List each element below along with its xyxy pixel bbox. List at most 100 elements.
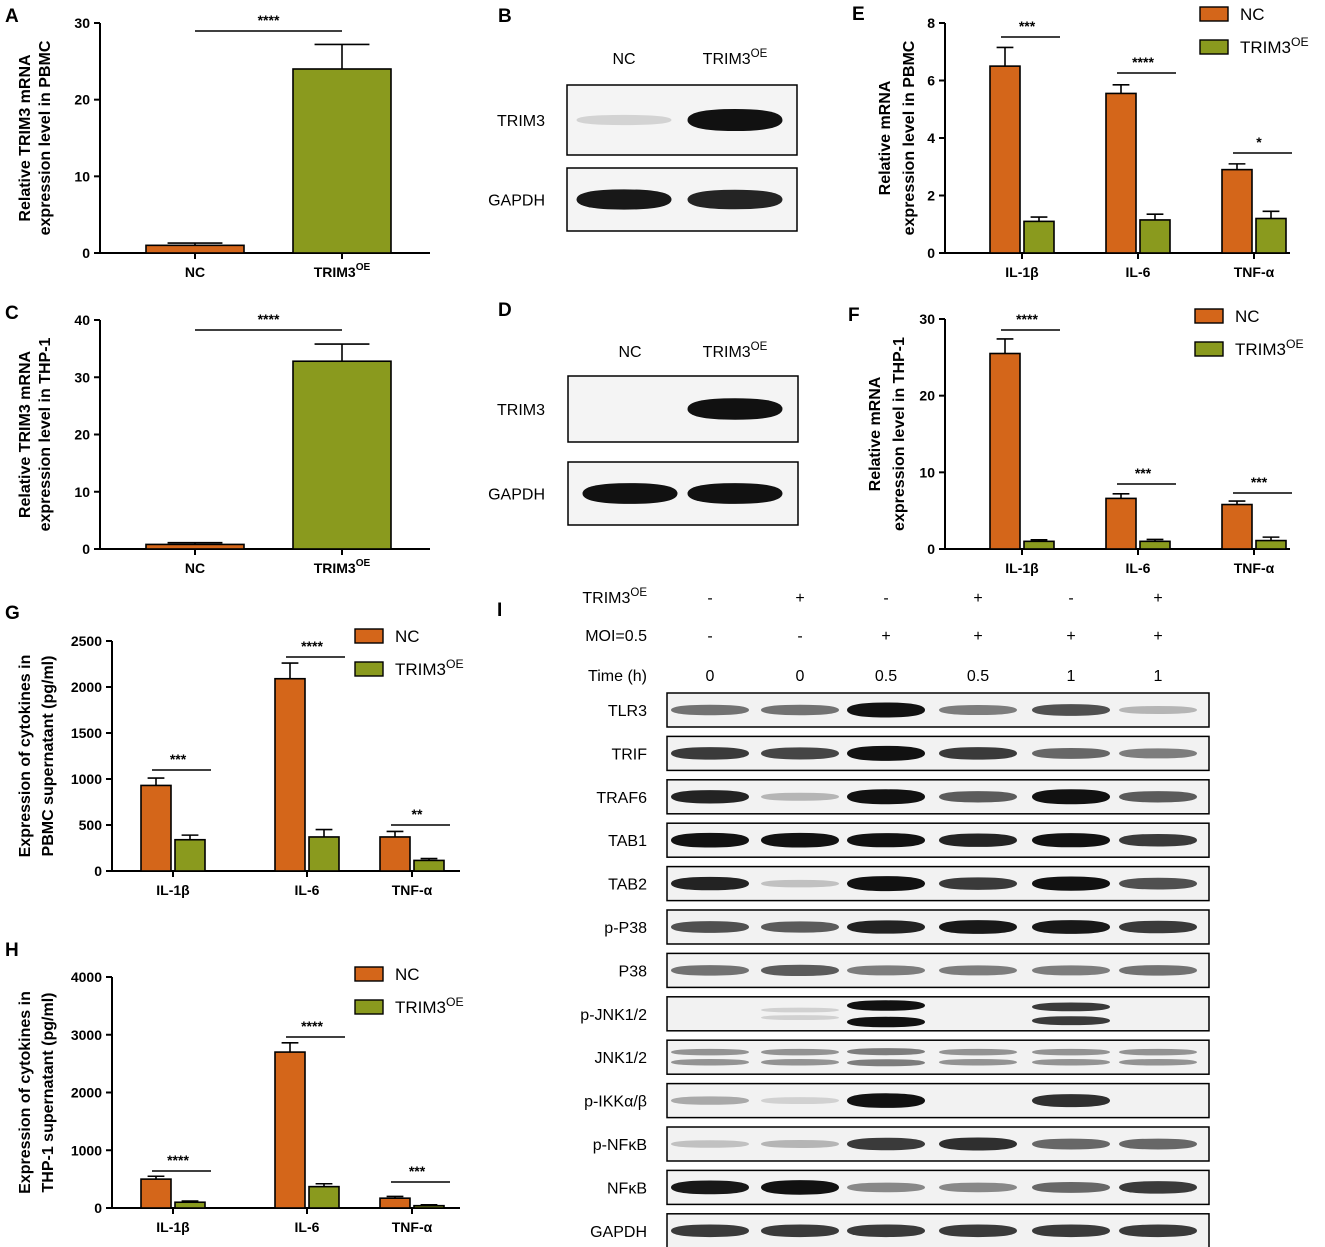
blot-band bbox=[761, 1015, 839, 1021]
blot-strip bbox=[666, 735, 1210, 772]
blot-band bbox=[1032, 789, 1110, 805]
y-tick-label: 2500 bbox=[71, 633, 102, 649]
panel-label: D bbox=[498, 300, 512, 321]
y-tick-label: 20 bbox=[74, 92, 90, 108]
condition-value: - bbox=[1068, 590, 1073, 607]
y-tick-label: 8 bbox=[927, 15, 935, 31]
blot-band bbox=[847, 1224, 925, 1238]
condition-value: + bbox=[973, 590, 982, 607]
blot-row-label: TLR3 bbox=[608, 703, 647, 720]
blot-band bbox=[1032, 1094, 1110, 1108]
legend-label: TRIM3OE bbox=[1235, 337, 1304, 359]
x-tick-label: IL-6 bbox=[1126, 560, 1151, 576]
legend-label: TRIM3OE bbox=[395, 995, 464, 1017]
y-axis-label: expression level in PBMC bbox=[901, 40, 918, 235]
y-axis-label: expression level in THP-1 bbox=[891, 337, 908, 531]
blot-band bbox=[761, 921, 839, 933]
blot-band bbox=[847, 965, 925, 976]
blot-row-label: GAPDH bbox=[590, 1224, 647, 1241]
legend-label: NC bbox=[395, 965, 420, 984]
panel-label: E bbox=[852, 4, 865, 25]
significance-label: **** bbox=[301, 638, 323, 654]
blot-band bbox=[761, 1059, 839, 1066]
blot-band bbox=[671, 1224, 749, 1238]
x-tick-label: IL-1β bbox=[156, 882, 190, 898]
blot-strip bbox=[666, 779, 1210, 815]
blot-band bbox=[847, 833, 925, 848]
y-axis-label: expression level in PBMC bbox=[37, 40, 54, 235]
blot-band bbox=[939, 1137, 1017, 1151]
x-tick-label: TNF-α bbox=[1234, 264, 1275, 280]
blot-D: D NC TRIM3OE TRIM3 GAPDH bbox=[488, 300, 799, 526]
blot-band bbox=[1119, 1138, 1197, 1150]
bar bbox=[1221, 168, 1253, 254]
blot-band bbox=[671, 832, 749, 848]
blot-B: B NC TRIM3OE TRIM3 GAPDH bbox=[488, 6, 798, 232]
y-tick-label: 10 bbox=[74, 168, 90, 184]
blot-band bbox=[671, 704, 749, 716]
blot-row-label: NFκB bbox=[607, 1180, 647, 1197]
y-axis-label: Relative TRIM3 mRNA bbox=[17, 350, 34, 518]
legend-swatch bbox=[354, 999, 384, 1015]
blot-band bbox=[761, 964, 839, 977]
blot-band bbox=[939, 1224, 1017, 1238]
bar bbox=[274, 1051, 306, 1209]
chart-F: F 0 10 20 30 Relative mRNA expression level in… bbox=[848, 305, 1304, 576]
blot-band bbox=[847, 1048, 925, 1056]
y-axis-label: Relative TRIM3 mRNA bbox=[17, 54, 34, 222]
blot-strip bbox=[666, 1169, 1210, 1206]
y-tick-label: 0 bbox=[82, 541, 90, 557]
x-tick-label: TNF-α bbox=[1234, 560, 1275, 576]
blot-band bbox=[761, 1224, 839, 1238]
blot-band bbox=[761, 879, 839, 888]
blot-band bbox=[761, 1048, 839, 1056]
blot-band bbox=[1032, 747, 1110, 759]
blot-band bbox=[687, 483, 783, 504]
blot-band bbox=[761, 1007, 839, 1013]
condition-label: MOI=0.5 bbox=[585, 628, 647, 645]
y-tick-label: 30 bbox=[74, 15, 90, 31]
y-tick-label: 30 bbox=[74, 369, 90, 385]
x-tick-label: TNF-α bbox=[392, 1219, 433, 1235]
y-tick-label: 30 bbox=[919, 311, 935, 327]
blot-row-label: TAB2 bbox=[608, 877, 647, 894]
blot-band bbox=[1032, 1138, 1110, 1150]
condition-value: 0 bbox=[796, 668, 805, 685]
y-tick-label: 20 bbox=[74, 427, 90, 443]
blot-band bbox=[582, 483, 678, 504]
condition-value: - bbox=[883, 590, 888, 607]
blot-strip bbox=[666, 1039, 1210, 1075]
bar bbox=[140, 784, 172, 872]
blot-row-label: p-IKKα/β bbox=[584, 1094, 647, 1111]
blot-band bbox=[847, 1093, 925, 1108]
bar bbox=[292, 68, 392, 254]
bar bbox=[174, 838, 206, 872]
significance-label: * bbox=[1256, 134, 1262, 150]
blot-band bbox=[671, 747, 749, 760]
x-tick-label: TNF-α bbox=[392, 882, 433, 898]
y-tick-label: 0 bbox=[927, 245, 935, 261]
blot-band bbox=[1119, 791, 1197, 803]
bar bbox=[1105, 497, 1137, 550]
blot-band bbox=[761, 747, 839, 760]
bar bbox=[1023, 540, 1055, 550]
bar bbox=[413, 1204, 445, 1209]
blot-row-label: JNK1/2 bbox=[595, 1050, 648, 1067]
y-tick-label: 2000 bbox=[71, 1085, 102, 1101]
blot-band bbox=[1032, 1002, 1110, 1012]
y-tick-label: 4000 bbox=[71, 969, 102, 985]
blot-row-label: TRIM3 bbox=[497, 113, 545, 130]
bar bbox=[174, 1201, 206, 1209]
lane-label: TRIM3OE bbox=[703, 341, 768, 361]
blot-band bbox=[1119, 877, 1197, 890]
blot-band bbox=[576, 189, 672, 210]
blot-band bbox=[847, 1059, 925, 1067]
condition-value: - bbox=[707, 628, 712, 645]
blot-band bbox=[939, 1048, 1017, 1056]
bar bbox=[308, 1185, 340, 1209]
bar bbox=[413, 859, 445, 872]
significance-label: ** bbox=[412, 806, 423, 822]
chart-A: A 0 10 20 30 Relative TRIM3 mRNA expression le… bbox=[5, 6, 430, 280]
significance-label: **** bbox=[301, 1018, 323, 1034]
blot-band bbox=[687, 109, 783, 131]
